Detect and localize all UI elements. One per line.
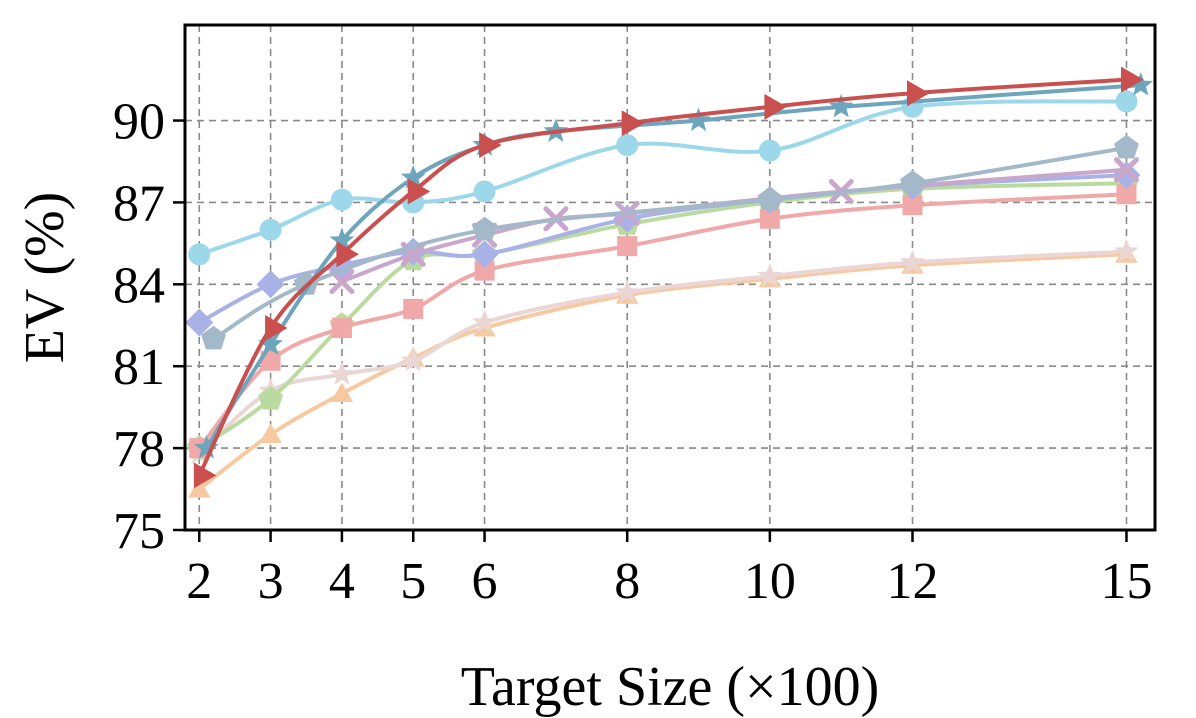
data-point	[764, 94, 787, 120]
data-point	[472, 217, 497, 241]
data-point	[617, 236, 637, 256]
y-tick-label: 78	[113, 421, 165, 478]
data-point	[759, 140, 781, 162]
x-axis-title: Target Size (×100)	[461, 656, 880, 718]
x-tick-label: 6	[472, 553, 498, 610]
data-point	[403, 299, 423, 319]
y-tick-label: 81	[113, 339, 165, 396]
y-axis-title: EV (%)	[14, 192, 76, 364]
data-point	[332, 318, 352, 338]
data-point	[330, 361, 355, 385]
y-tick-label: 90	[113, 94, 165, 151]
data-point	[331, 189, 353, 211]
x-tick-label: 5	[400, 553, 426, 610]
x-tick-label: 3	[258, 553, 284, 610]
x-tick-label: 15	[1100, 553, 1152, 610]
series-line	[214, 148, 1127, 339]
x-tick-label: 2	[186, 553, 212, 610]
series-layer	[185, 67, 1153, 498]
x-tick-label: 4	[329, 553, 355, 610]
y-tick-label: 84	[113, 257, 165, 314]
y-tick-label: 75	[113, 503, 165, 560]
data-point	[259, 424, 282, 444]
data-point	[616, 134, 638, 156]
y-tick-label: 87	[113, 175, 165, 232]
data-point	[474, 181, 496, 203]
x-tick-label: 12	[887, 553, 939, 610]
data-point	[900, 170, 925, 194]
data-point	[1114, 135, 1139, 159]
data-point	[613, 205, 641, 233]
data-point	[622, 110, 645, 136]
x-tick-label: 8	[614, 553, 640, 610]
data-point	[331, 383, 354, 403]
data-point	[686, 108, 711, 132]
data-point	[260, 219, 282, 241]
data-point	[188, 243, 210, 265]
data-point	[758, 187, 783, 211]
x-tick-label: 10	[744, 553, 796, 610]
